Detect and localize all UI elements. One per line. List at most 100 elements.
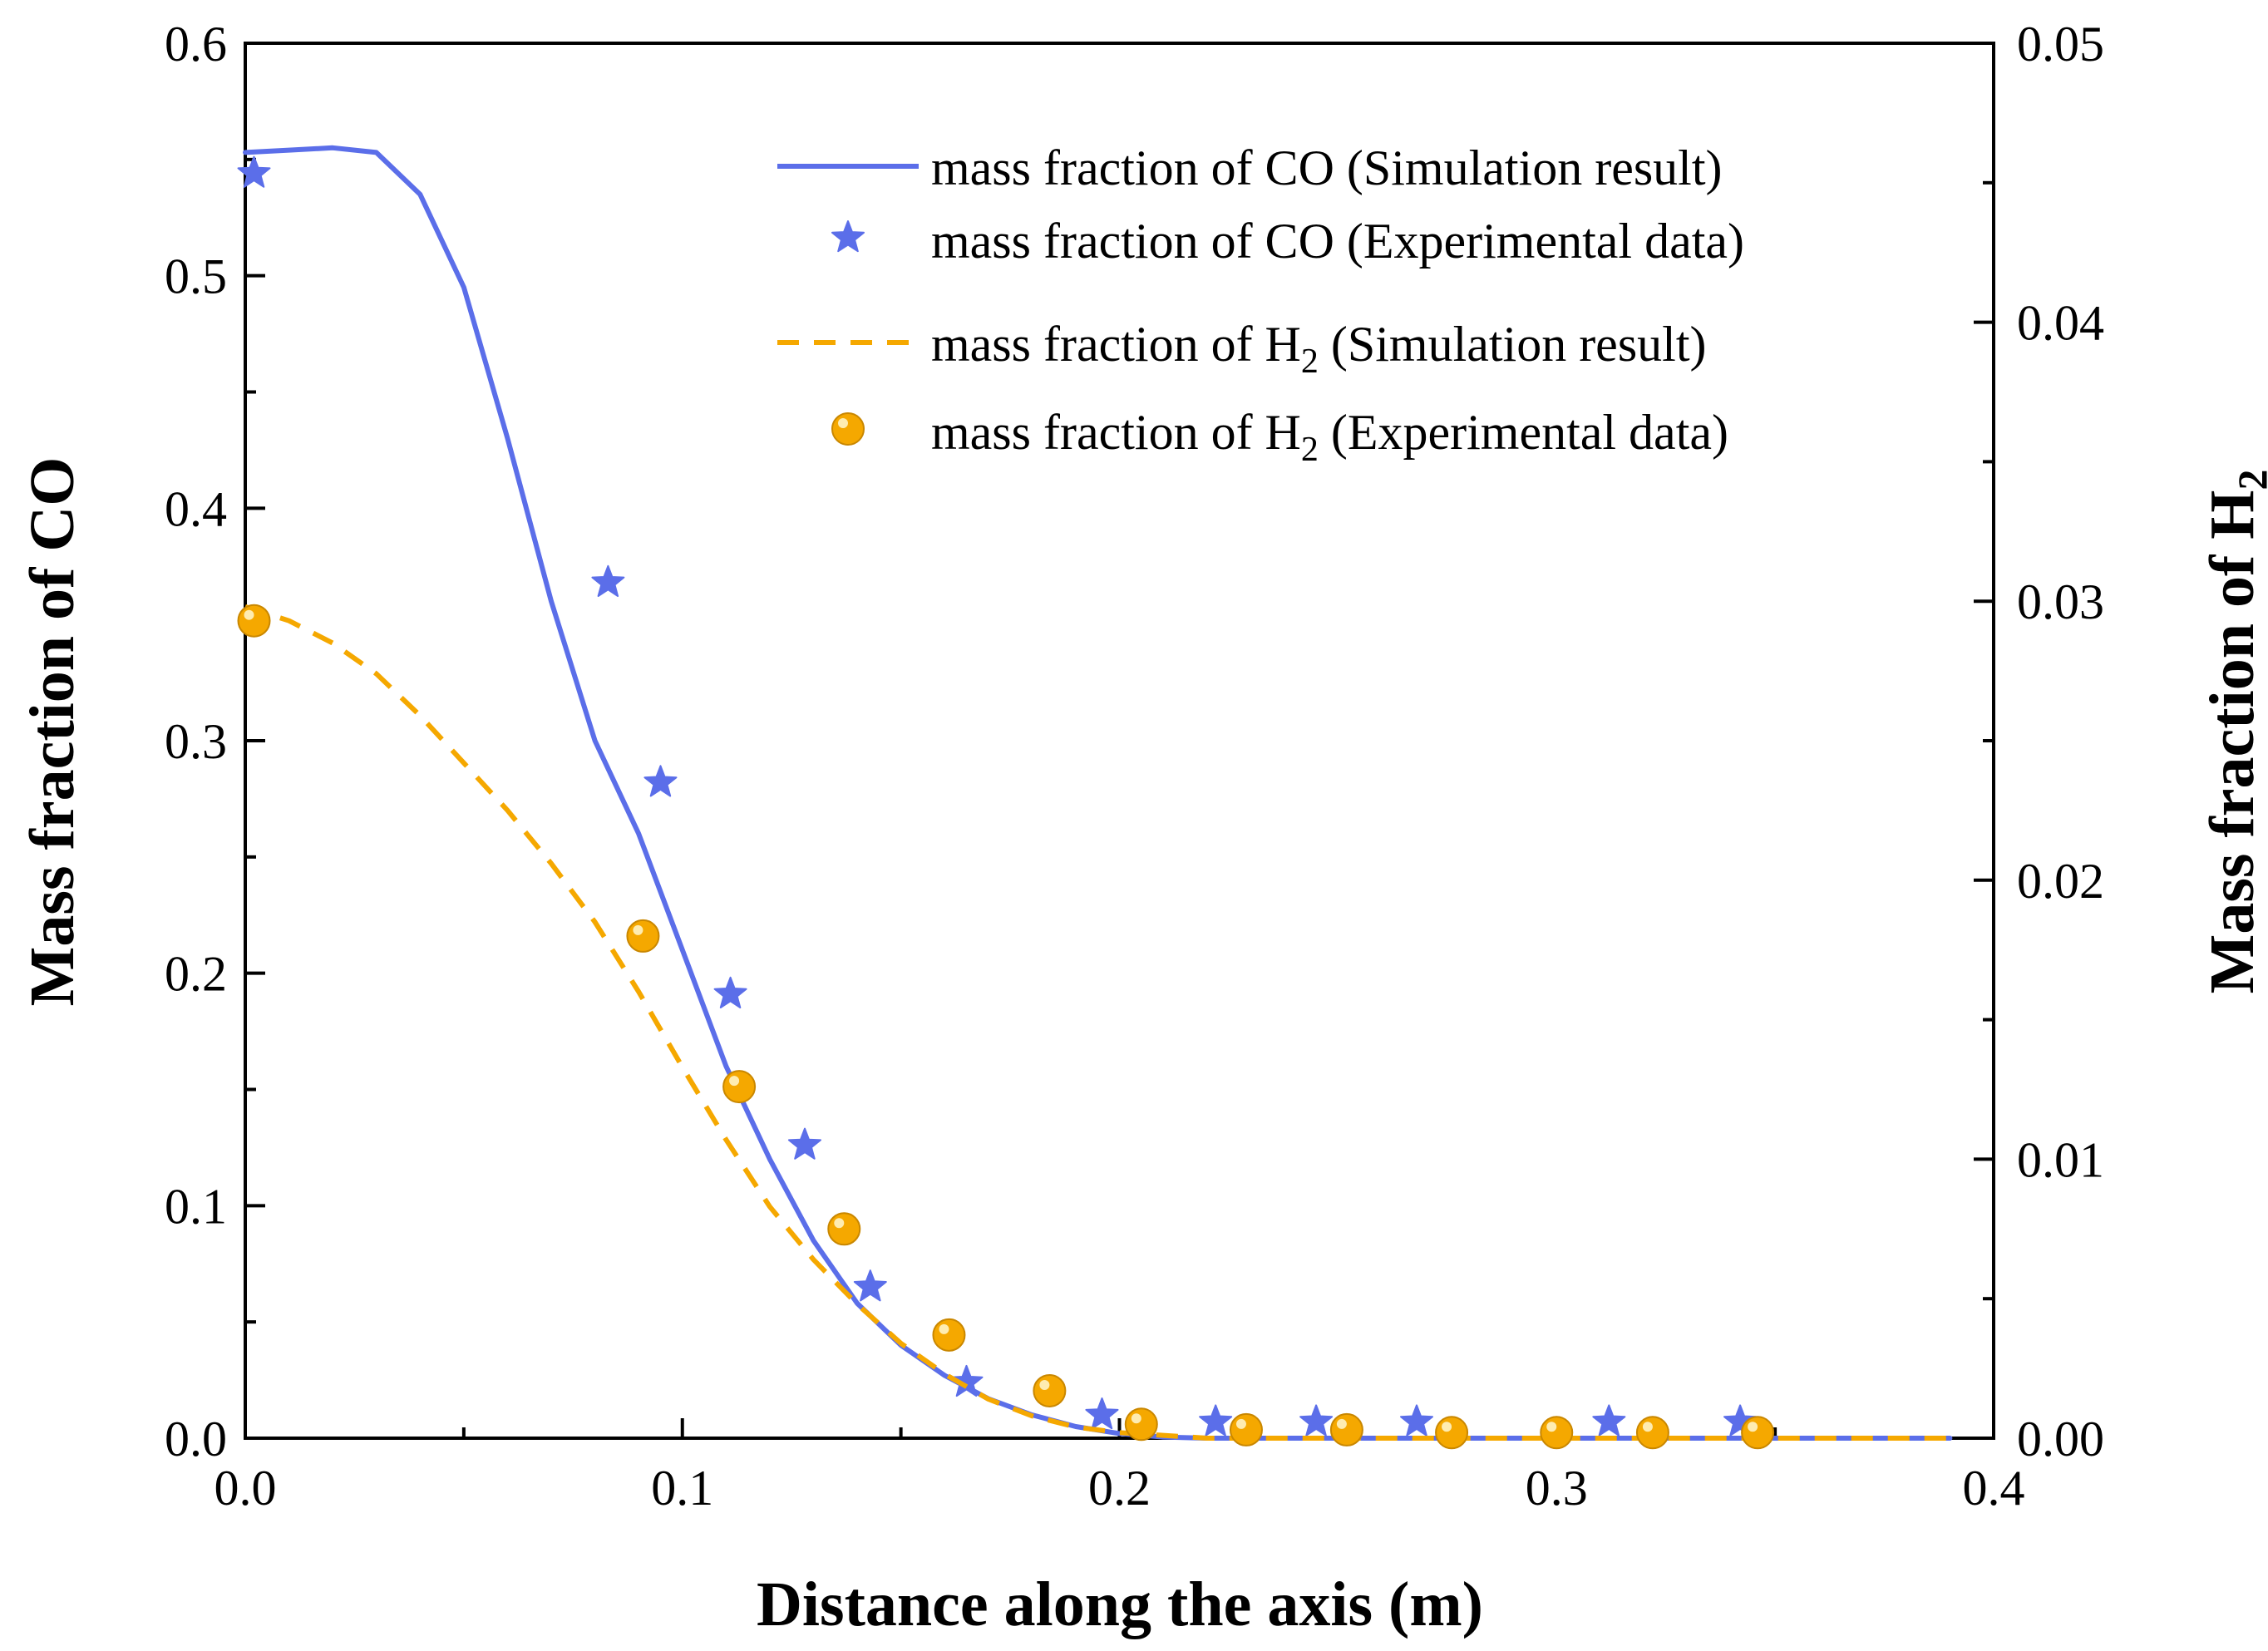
circle-marker-highlight	[1442, 1422, 1452, 1432]
legend-label-subscript: 2	[1301, 431, 1319, 469]
legend-label: mass fraction of CO (Simulation result)	[931, 140, 1723, 195]
circle-marker-highlight	[633, 924, 643, 935]
circle-marker-body	[1124, 1407, 1158, 1442]
y-left-tick-label: 0.4	[165, 481, 227, 536]
y-left-tick-label: 0.5	[165, 249, 227, 304]
star-marker	[1400, 1404, 1433, 1437]
circle-marker	[1033, 1373, 1067, 1407]
circle-marker-highlight	[1131, 1413, 1141, 1424]
x-tick-label: 0.1	[651, 1461, 713, 1515]
legend-label-main: mass fraction of CO (Simulation result)	[931, 140, 1723, 195]
circle-marker	[1124, 1407, 1158, 1442]
circle-marker-body	[932, 1318, 966, 1352]
legend-entry: mass fraction of CO (Experimental data)	[831, 214, 1744, 269]
circle-marker-body	[831, 412, 865, 446]
circle-marker	[626, 919, 660, 953]
circle-marker-body	[1229, 1412, 1263, 1446]
y-axis-title-left: Mass fraction of CO	[17, 457, 87, 1007]
axes: 0.0 0.1 0.2 0.3 0.4 0.0 0.1 0.2 0.3 0.4 0.5 0.6 0.00…	[165, 17, 2104, 1515]
y-axis-title-right-main: Mass fraction of H	[2197, 490, 2267, 994]
legend-label-main: mass fraction of H	[931, 405, 1301, 460]
series-2	[244, 604, 1950, 1441]
star-marker	[787, 1127, 821, 1160]
x-tick-label: 0.2	[1088, 1461, 1151, 1515]
series-3	[237, 604, 1775, 1450]
circle-marker	[827, 1212, 861, 1246]
legend-swatch-circle	[831, 412, 865, 446]
x-tick-label: 0.0	[214, 1461, 277, 1515]
star-marker	[1592, 1404, 1626, 1437]
circle-marker-highlight	[939, 1323, 949, 1334]
circle-marker-body	[1033, 1373, 1067, 1407]
y-left-tick-label: 0.6	[165, 17, 227, 71]
star-marker	[643, 765, 678, 797]
circle-marker-highlight	[838, 418, 848, 428]
legend-entry: mass fraction of H2 (Simulation result)	[777, 317, 1707, 381]
y-left-tick-label: 0.3	[165, 714, 227, 769]
y-axis-title-right: Mass fraction of H2	[2197, 470, 2268, 994]
y-right-tick-label: 0.02	[2017, 854, 2104, 909]
legend-label-main: mass fraction of CO (Experimental data)	[931, 214, 1744, 269]
circle-marker-body	[722, 1070, 757, 1104]
circle-marker-highlight	[1235, 1418, 1246, 1429]
legend-label-rest: (Experimental data)	[1319, 405, 1728, 460]
y-right-tick-label: 0.01	[2017, 1132, 2104, 1187]
circle-marker-highlight	[1039, 1379, 1050, 1390]
y-right-tick-label: 0.04	[2017, 296, 2104, 351]
y-left-tick-label: 0.2	[165, 947, 227, 1002]
y-left-tick-label: 0.1	[165, 1179, 227, 1234]
circle-marker-body	[1741, 1416, 1775, 1450]
legend-label: mass fraction of CO (Experimental data)	[931, 214, 1744, 269]
star-marker	[591, 564, 625, 597]
legend-label-subscript: 2	[1301, 343, 1319, 381]
circle-marker	[722, 1070, 757, 1104]
circle-marker-highlight	[1642, 1422, 1653, 1432]
circle-marker	[1329, 1412, 1363, 1446]
legend-entry: mass fraction of H2 (Experimental data)	[831, 405, 1728, 469]
x-tick-label: 0.3	[1526, 1461, 1588, 1515]
legend-label: mass fraction of H2 (Experimental data)	[931, 405, 1728, 469]
star-marker	[1199, 1404, 1233, 1437]
circle-marker	[1540, 1416, 1574, 1450]
y-right-tick-label: 0.00	[2017, 1412, 2104, 1466]
star-marker	[853, 1269, 887, 1302]
circle-marker-highlight	[1748, 1422, 1758, 1432]
y-right-tick-label: 0.03	[2017, 574, 2104, 629]
circle-marker-body	[626, 919, 660, 953]
star-marker	[1723, 1404, 1758, 1437]
circle-marker-body	[1329, 1412, 1363, 1446]
circle-marker-body	[1435, 1416, 1469, 1450]
circle-marker	[237, 604, 271, 638]
circle-marker	[1741, 1416, 1775, 1450]
series-0	[243, 145, 1953, 1441]
legend-label-main: mass fraction of H	[931, 317, 1301, 372]
y-left-tick-label: 0.0	[165, 1412, 227, 1466]
circle-marker-highlight	[834, 1218, 845, 1229]
series-1	[237, 155, 1758, 1437]
circle-marker-body	[1635, 1416, 1669, 1450]
legend-label-rest: (Simulation result)	[1319, 317, 1707, 372]
y-right-tick-label: 0.05	[2017, 17, 2104, 71]
x-tick-label: 0.4	[1963, 1461, 2025, 1515]
circle-marker-body	[237, 604, 271, 638]
series-line	[244, 604, 1950, 1441]
legend-entry: mass fraction of CO (Simulation result)	[777, 140, 1723, 195]
circle-marker	[1435, 1416, 1469, 1450]
y-axis-title-right-subscript: 2	[2229, 470, 2268, 490]
circle-marker	[932, 1318, 966, 1352]
star-marker	[713, 976, 747, 1008]
star-marker	[1299, 1404, 1334, 1437]
plot-area	[237, 145, 1953, 1450]
series-line	[243, 145, 1953, 1441]
legend-swatch-star	[831, 220, 865, 253]
circle-marker	[1229, 1412, 1263, 1446]
circle-marker-highlight	[1336, 1418, 1347, 1429]
circle-marker-body	[1540, 1416, 1574, 1450]
circle-marker-highlight	[1546, 1422, 1557, 1432]
circle-marker-highlight	[244, 609, 254, 620]
star-marker	[1085, 1397, 1119, 1430]
circle-marker-body	[827, 1212, 861, 1246]
circle-marker-highlight	[729, 1076, 740, 1087]
star-marker	[237, 155, 271, 188]
